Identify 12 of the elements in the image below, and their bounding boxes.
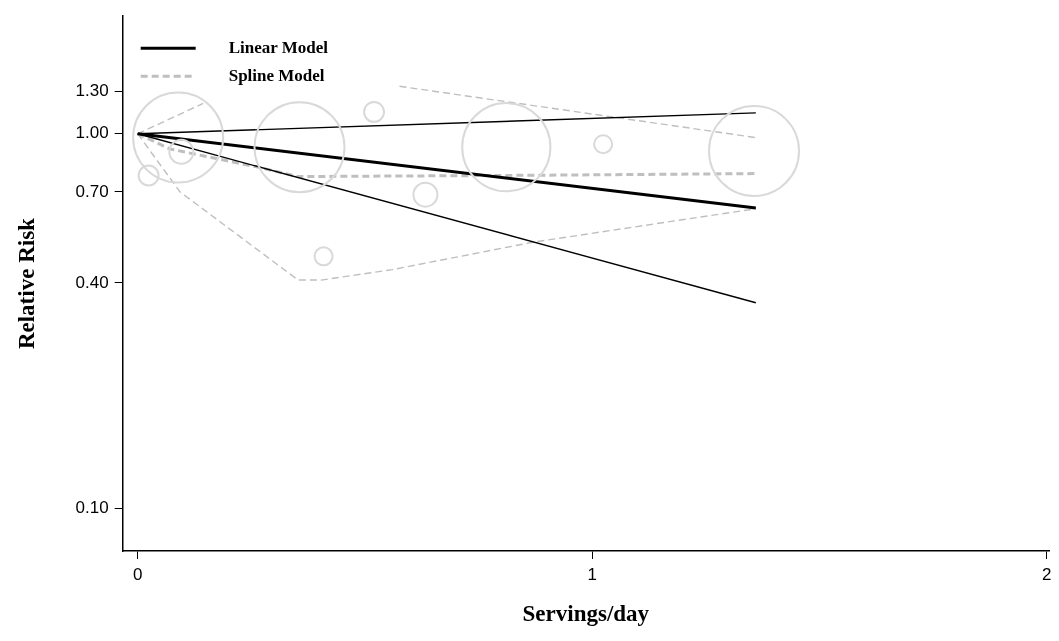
x-tick-label: 1 (587, 564, 597, 584)
x-tick-label: 2 (1041, 564, 1052, 584)
y-axis-title: Relative Risk (13, 217, 39, 350)
legend-label: Linear Model (228, 37, 329, 57)
y-tick-label: 0.40 (75, 272, 109, 292)
y-tick-label: 1.00 (75, 123, 109, 143)
y-tick-label: 0.10 (75, 498, 109, 518)
x-tick-label: 0 (132, 564, 143, 584)
legend-label: Spline Model (228, 65, 325, 85)
y-tick-label: 1.30 (75, 80, 109, 100)
x-axis-title: Servings/day (522, 601, 650, 627)
y-tick-label: 0.70 (75, 181, 109, 201)
